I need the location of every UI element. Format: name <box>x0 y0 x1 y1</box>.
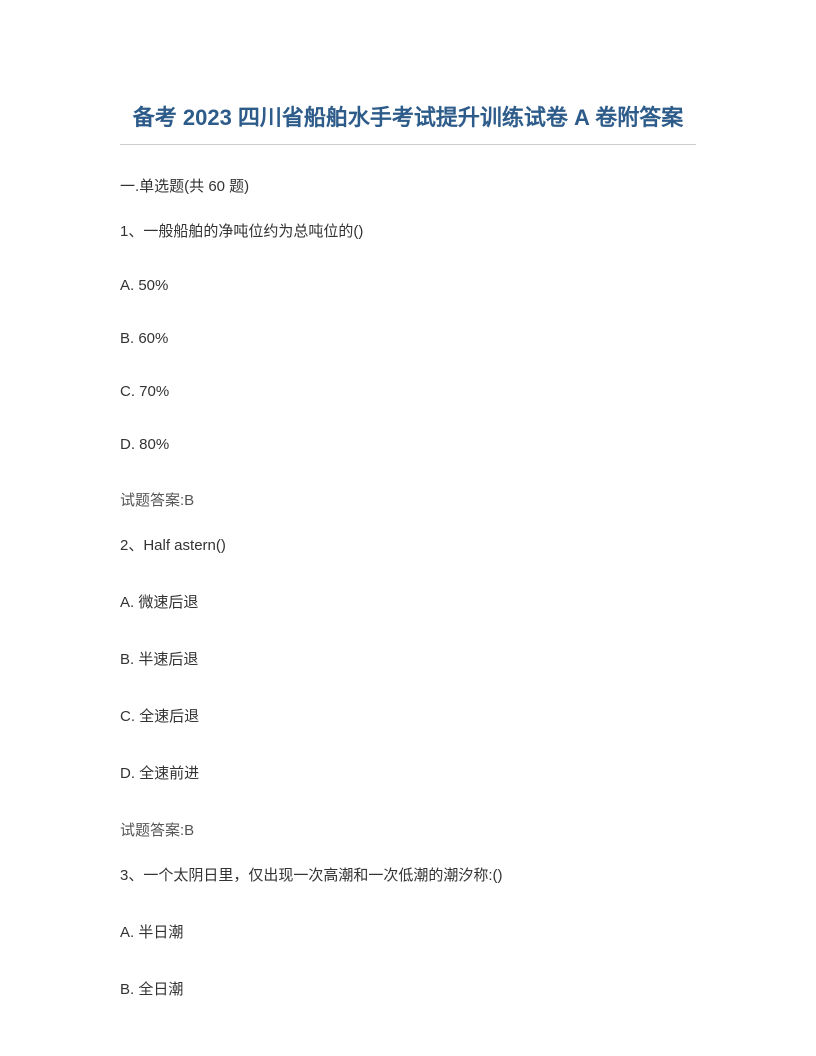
page-title: 备考 2023 四川省船舶水手考试提升训练试卷 A 卷附答案 <box>120 100 696 145</box>
option-b: B. 半速后退 <box>120 648 696 669</box>
option-b: B. 全日潮 <box>120 978 696 999</box>
option-a: A. 微速后退 <box>120 591 696 612</box>
option-d: D. 80% <box>120 436 696 453</box>
option-c: C. 全速后退 <box>120 705 696 726</box>
question-prompt: 2、Half astern() <box>120 534 696 555</box>
option-c: C. 70% <box>120 383 696 400</box>
question-prompt: 1、一般船舶的净吨位约为总吨位的() <box>120 220 696 241</box>
option-b: B. 60% <box>120 330 696 347</box>
question-prompt: 3、一个太阴日里，仅出现一次高潮和一次低潮的潮汐称:() <box>120 864 696 885</box>
answer-text: 试题答案:B <box>120 819 696 840</box>
option-a: A. 50% <box>120 277 696 294</box>
section-header: 一.单选题(共 60 题) <box>120 175 696 196</box>
answer-text: 试题答案:B <box>120 489 696 510</box>
option-a: A. 半日潮 <box>120 921 696 942</box>
option-d: D. 全速前进 <box>120 762 696 783</box>
